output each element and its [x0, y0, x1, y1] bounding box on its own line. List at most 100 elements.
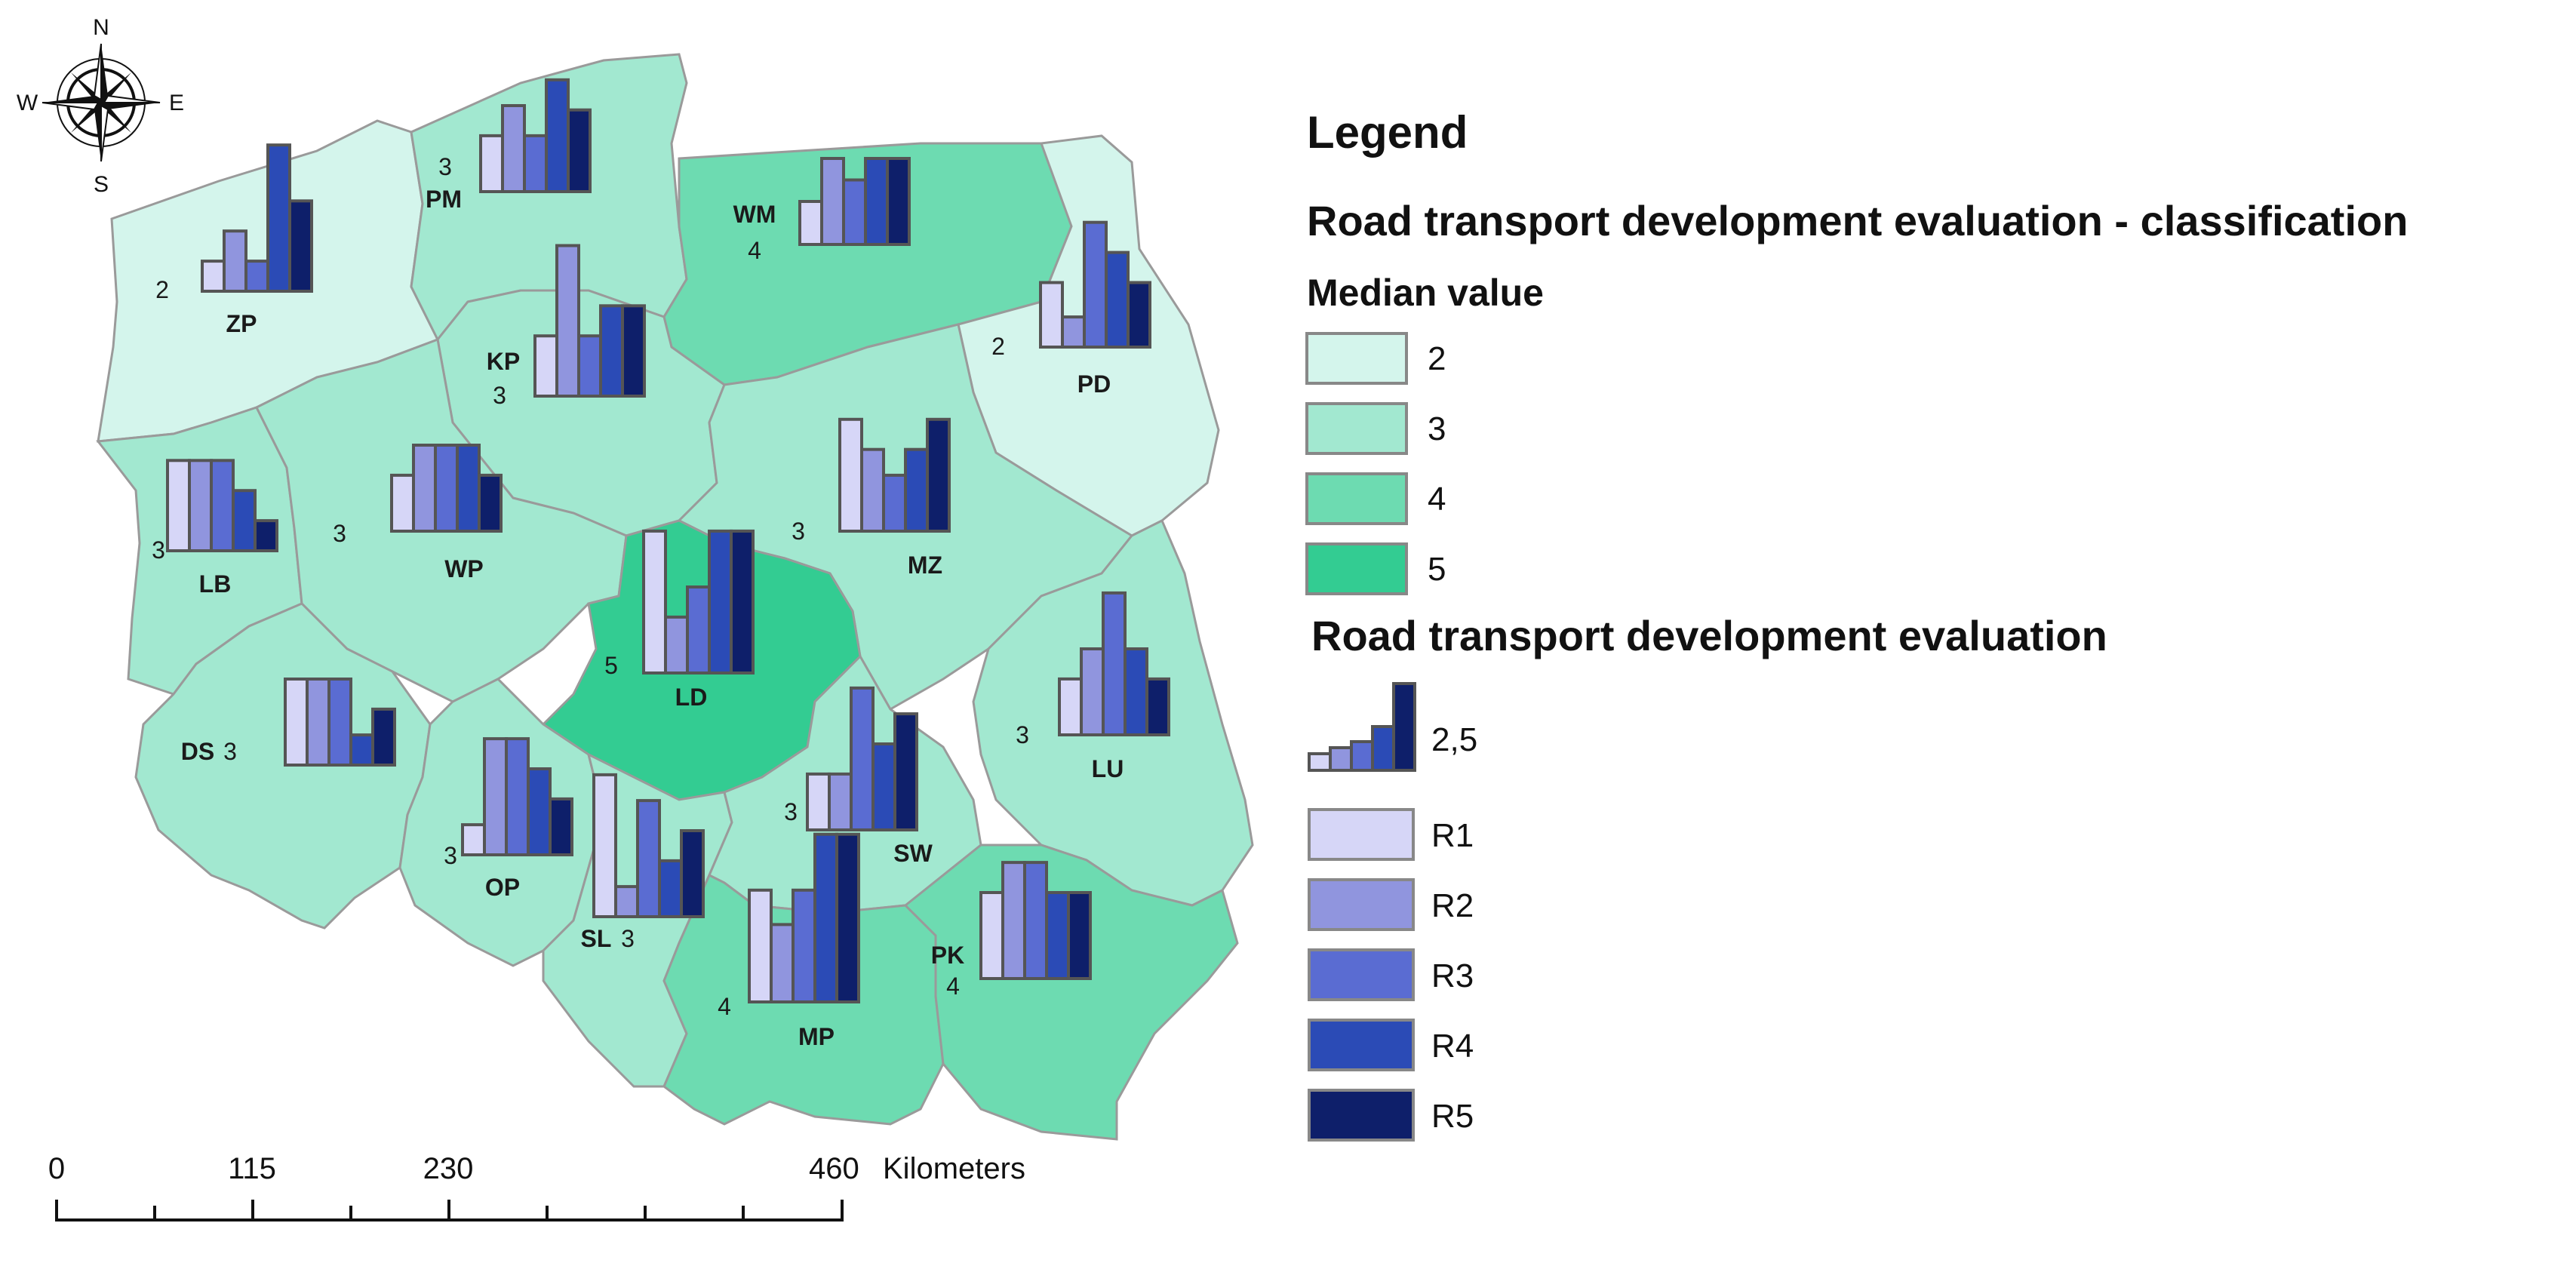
median-value-lu: 3 — [1016, 721, 1029, 748]
bar-kp-r3 — [577, 334, 602, 398]
region-code-pd: PD — [1077, 370, 1111, 398]
region-code-wm: WM — [733, 201, 776, 228]
median-value-mp: 4 — [718, 993, 731, 1020]
bar-group-kp — [533, 244, 646, 398]
bar-group-lu — [1058, 591, 1170, 737]
bar-wm-r5 — [886, 157, 911, 246]
bar-mp-r3 — [792, 888, 816, 1004]
class-label-4: 4 — [1428, 481, 1446, 518]
region-code-pk: PK — [931, 942, 964, 969]
series-swatch-r3 — [1308, 948, 1415, 1001]
bar-group-pm — [479, 78, 592, 193]
series-label-r1: R1 — [1431, 817, 1474, 854]
legend-classification-title: Road transport development evaluation - … — [1307, 197, 2408, 244]
scale-unit: Kilometers — [883, 1152, 1025, 1185]
bar-op-r4 — [527, 767, 552, 856]
sample-bar-r1 — [1308, 752, 1332, 772]
region-code-kp: KP — [487, 348, 520, 375]
bar-group-wp — [390, 444, 503, 533]
compass-south-label: S — [94, 172, 109, 197]
bar-wm-r4 — [864, 157, 889, 246]
series-swatch-r4 — [1308, 1019, 1415, 1071]
bar-op-r1 — [461, 823, 486, 856]
bar-wm-r3 — [842, 178, 867, 246]
bar-wp-r5 — [478, 473, 503, 533]
scale-label-460: 460 — [809, 1152, 859, 1185]
series-swatch-r1 — [1308, 808, 1415, 861]
bar-lu-r1 — [1058, 677, 1083, 737]
region-code-zp: ZP — [226, 310, 257, 337]
bar-pd-r3 — [1083, 220, 1108, 349]
bar-pk-r2 — [1001, 861, 1026, 980]
bar-lb-r4 — [232, 489, 257, 553]
legend-median-title: Median value — [1307, 272, 1544, 314]
series-swatch-r5 — [1308, 1089, 1415, 1142]
bar-mz-r5 — [926, 417, 951, 533]
bar-pm-r5 — [567, 108, 592, 193]
bar-kp-r2 — [555, 244, 580, 398]
class-swatch-3 — [1305, 402, 1408, 455]
bar-ld-r4 — [708, 529, 733, 675]
bar-kp-r1 — [533, 334, 558, 398]
bar-ds-r3 — [327, 678, 352, 767]
region-code-ld: LD — [675, 684, 708, 711]
bar-sl-r3 — [636, 799, 661, 918]
bar-mp-r4 — [813, 832, 838, 1003]
scale-label-230: 230 — [423, 1152, 474, 1185]
bar-pk-r3 — [1023, 861, 1048, 980]
bar-sw-r2 — [828, 772, 853, 832]
bar-mz-r2 — [860, 447, 885, 533]
bar-zp-r5 — [288, 199, 313, 293]
scale-bar: 0 115 230 460 Kilometers — [48, 1152, 1025, 1222]
bar-sw-r4 — [871, 742, 896, 831]
bar-zp-r2 — [223, 229, 247, 293]
bar-pd-r1 — [1039, 281, 1064, 349]
legend-sample-bar-chart — [1308, 682, 1416, 772]
bar-pd-r2 — [1061, 315, 1086, 349]
bar-lb-r1 — [166, 459, 191, 552]
bar-op-r3 — [505, 737, 530, 856]
bar-zp-r4 — [266, 143, 291, 293]
bar-wm-r2 — [820, 157, 845, 246]
region-code-pm: PM — [426, 186, 462, 213]
bar-zp-r1 — [201, 260, 226, 293]
sample-bar-r5 — [1392, 682, 1416, 772]
series-label-r5: R5 — [1431, 1098, 1474, 1135]
bar-lb-r3 — [210, 459, 235, 552]
class-label-5: 5 — [1428, 551, 1446, 588]
bar-kp-r5 — [621, 304, 646, 398]
region-bar-charts — [166, 78, 1170, 1004]
bar-sw-r5 — [893, 712, 918, 831]
bar-wp-r1 — [390, 473, 415, 533]
class-swatch-4 — [1305, 472, 1408, 525]
legend: Legend Road transport development evalua… — [1305, 107, 2408, 1142]
class-swatch-5 — [1305, 542, 1408, 595]
region-code-op: OP — [485, 874, 520, 901]
bar-zp-r3 — [244, 260, 269, 293]
bar-pm-r1 — [479, 134, 504, 193]
bar-pd-r4 — [1105, 250, 1130, 349]
sample-bar-r2 — [1329, 746, 1353, 772]
bar-group-mp — [748, 832, 860, 1004]
class-swatch-2 — [1305, 332, 1408, 385]
bar-mp-r2 — [770, 923, 795, 1004]
legend-title: Legend — [1307, 107, 1468, 158]
bar-lu-r3 — [1102, 591, 1127, 737]
scale-label-0: 0 — [48, 1152, 65, 1185]
class-label-3: 3 — [1428, 410, 1446, 447]
median-value-sw: 3 — [784, 798, 798, 825]
region-code-sl: SL — [581, 925, 612, 952]
bar-ds-r1 — [284, 678, 309, 767]
class-label-2: 2 — [1428, 340, 1446, 377]
bar-wp-r2 — [412, 444, 437, 533]
median-value-sl: 3 — [621, 925, 635, 952]
region-code-lu: LU — [1092, 755, 1124, 782]
bar-lb-r5 — [254, 519, 278, 552]
bar-wp-r4 — [456, 444, 481, 533]
bar-sl-r5 — [680, 829, 705, 918]
bar-group-pk — [979, 861, 1092, 980]
region-code-ds: DS — [181, 738, 214, 765]
region-code-wp: WP — [444, 555, 484, 582]
bar-pk-r5 — [1067, 891, 1092, 980]
bar-pm-r3 — [523, 134, 548, 193]
